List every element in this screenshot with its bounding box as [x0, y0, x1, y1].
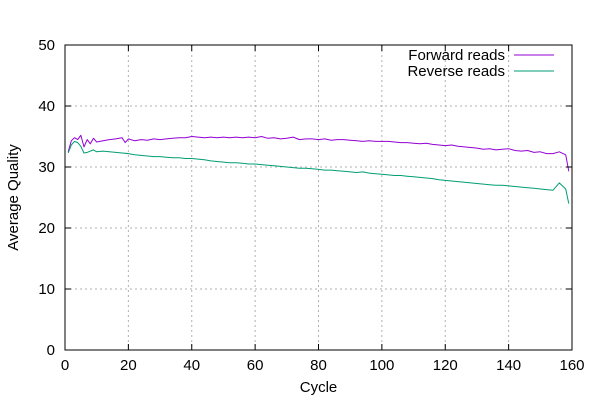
- legend-label: Forward reads: [408, 47, 505, 64]
- x-tick-label: 0: [61, 357, 69, 374]
- x-tick-label: 100: [369, 357, 394, 374]
- y-tick-label: 20: [38, 220, 55, 237]
- y-tick-label: 40: [38, 98, 55, 115]
- series-line-forward-reads: [67, 134, 570, 172]
- y-tick-label: 0: [47, 342, 55, 359]
- x-tick-label: 40: [183, 357, 200, 374]
- legend-label: Reverse reads: [407, 63, 505, 80]
- series-line-reverse-reads: [67, 140, 570, 204]
- axes: 0 20 40 60 80 100 120 140 160 0 10 20 30 40 50: [38, 37, 584, 374]
- x-tick-label: 20: [120, 357, 137, 374]
- y-tick-label: 50: [38, 37, 55, 54]
- y-axis-title: Average Quality: [5, 144, 22, 251]
- y-tick-label: 30: [38, 159, 55, 176]
- x-tick-label: 60: [247, 357, 264, 374]
- x-tick-label: 140: [496, 357, 521, 374]
- x-tick-label: 160: [559, 357, 584, 374]
- grid-lines: [65, 45, 572, 350]
- x-tick-label: 80: [310, 357, 327, 374]
- x-tick-label: 120: [433, 357, 458, 374]
- x-axis-title: Cycle: [300, 379, 338, 396]
- y-tick-label: 10: [38, 281, 55, 298]
- series-lines: [67, 134, 570, 204]
